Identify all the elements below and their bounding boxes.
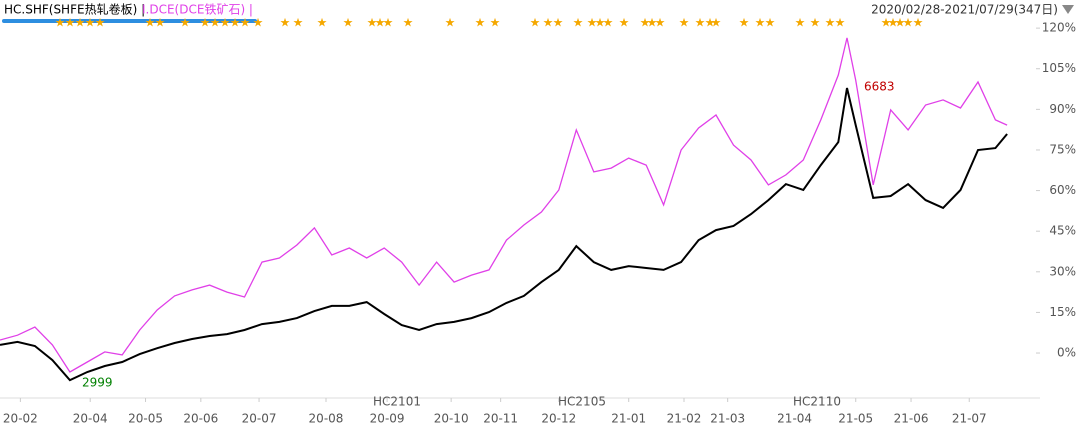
star: ★ (543, 16, 554, 30)
series-line (0, 87, 1008, 382)
star: ★ (739, 16, 750, 30)
star: ★ (280, 16, 291, 30)
star: ★ (75, 16, 86, 30)
star: ★ (895, 16, 906, 30)
star: ★ (530, 16, 541, 30)
star: ★ (293, 16, 304, 30)
star: ★ (253, 16, 264, 30)
contract-label: HC2105 (558, 395, 606, 409)
y-tick-label: 90% (1049, 102, 1076, 116)
star: ★ (65, 16, 76, 30)
star: ★ (145, 16, 156, 30)
contract-label: HC2110 (793, 395, 841, 409)
star: ★ (317, 16, 328, 30)
y-tick-label: 30% (1049, 264, 1076, 278)
contract-label: HC2101 (373, 395, 421, 409)
x-tick-label: 21-03 (710, 412, 745, 426)
star: ★ (655, 16, 666, 30)
star: ★ (367, 16, 378, 30)
star: ★ (200, 16, 211, 30)
y-tick-label: 120% (1042, 21, 1076, 35)
x-tick-label: 20-07 (242, 412, 277, 426)
star: ★ (445, 16, 456, 30)
star: ★ (587, 16, 598, 30)
star: ★ (220, 16, 231, 30)
star: ★ (903, 16, 914, 30)
star: ★ (755, 16, 766, 30)
star: ★ (888, 16, 899, 30)
x-tick-label: 20-12 (541, 412, 576, 426)
header-underline (2, 19, 257, 23)
star: ★ (375, 16, 386, 30)
star: ★ (475, 16, 486, 30)
y-tick-label: 0% (1057, 346, 1076, 360)
star: ★ (240, 16, 251, 30)
star: ★ (711, 16, 722, 30)
x-tick-label: 20-04 (73, 412, 108, 426)
star: ★ (647, 16, 658, 30)
dropdown-arrow[interactable] (1062, 5, 1074, 14)
star: ★ (795, 16, 806, 30)
y-tick-label: 105% (1042, 61, 1076, 75)
star: ★ (695, 16, 706, 30)
star: ★ (490, 16, 501, 30)
star: ★ (553, 16, 564, 30)
star: ★ (95, 16, 106, 30)
x-tick-label: 21-04 (777, 412, 812, 426)
x-tick-label: 21-02 (667, 412, 702, 426)
star: ★ (155, 16, 166, 30)
x-tick-label: 21-01 (611, 412, 646, 426)
x-tick-label: 20-05 (128, 412, 163, 426)
star: ★ (603, 16, 614, 30)
x-tick-label: 20-06 (183, 412, 218, 426)
range-label[interactable]: 2020/02/28-2021/07/29(347日) (871, 3, 1058, 17)
star: ★ (230, 16, 241, 30)
star: ★ (810, 16, 821, 30)
star: ★ (85, 16, 96, 30)
star-row: ★ ★ ★ ★ ★ ★ ★ ★ ★ ★ ★ ★ ★ ★ ★ ★ ★ ★ ★★★ ★ ★ ★ ★ ★ ★ ★ ★ ★★★ ★ ★★★ ★ ★ ★★… (55, 16, 924, 30)
star: ★ (383, 16, 394, 30)
y-tick-label: 60% (1049, 183, 1076, 197)
star: ★ (881, 16, 892, 30)
x-tick-label: 20-11 (483, 412, 518, 426)
series-line (0, 37, 1008, 373)
star: ★ (640, 16, 651, 30)
x-tick-label: 21-07 (952, 412, 987, 426)
y-tick-label: 75% (1049, 142, 1076, 156)
star: ★ (705, 16, 716, 30)
header-secondary[interactable]: I.DCE(DCE铁矿石) | (142, 3, 253, 17)
x-tick-label: 21-06 (894, 412, 929, 426)
y-tick-label: 15% (1049, 305, 1076, 319)
x-tick-label: 20-09 (370, 412, 405, 426)
x-tick-label: 21-05 (838, 412, 873, 426)
x-tick-label: 20-02 (3, 412, 38, 426)
star: ★ (573, 16, 584, 30)
star: ★ (835, 16, 846, 30)
annotation: 2999 (82, 376, 113, 390)
star: ★ (55, 16, 66, 30)
star: ★ (825, 16, 836, 30)
star: ★ (595, 16, 606, 30)
x-tick-label: 20-08 (309, 412, 344, 426)
star: ★ (343, 16, 354, 30)
star: ★ (210, 16, 221, 30)
star: ★ (765, 16, 776, 30)
y-tick-label: 45% (1049, 224, 1076, 238)
star: ★ (619, 16, 630, 30)
annotation: 6683 (864, 80, 895, 94)
star: ★ (180, 16, 191, 30)
star: ★ (913, 16, 924, 30)
star: ★ (679, 16, 690, 30)
header-primary[interactable]: HC.SHF(SHFE热轧卷板) | (4, 2, 145, 17)
x-tick-label: 20-10 (434, 412, 469, 426)
star: ★ (403, 16, 414, 30)
